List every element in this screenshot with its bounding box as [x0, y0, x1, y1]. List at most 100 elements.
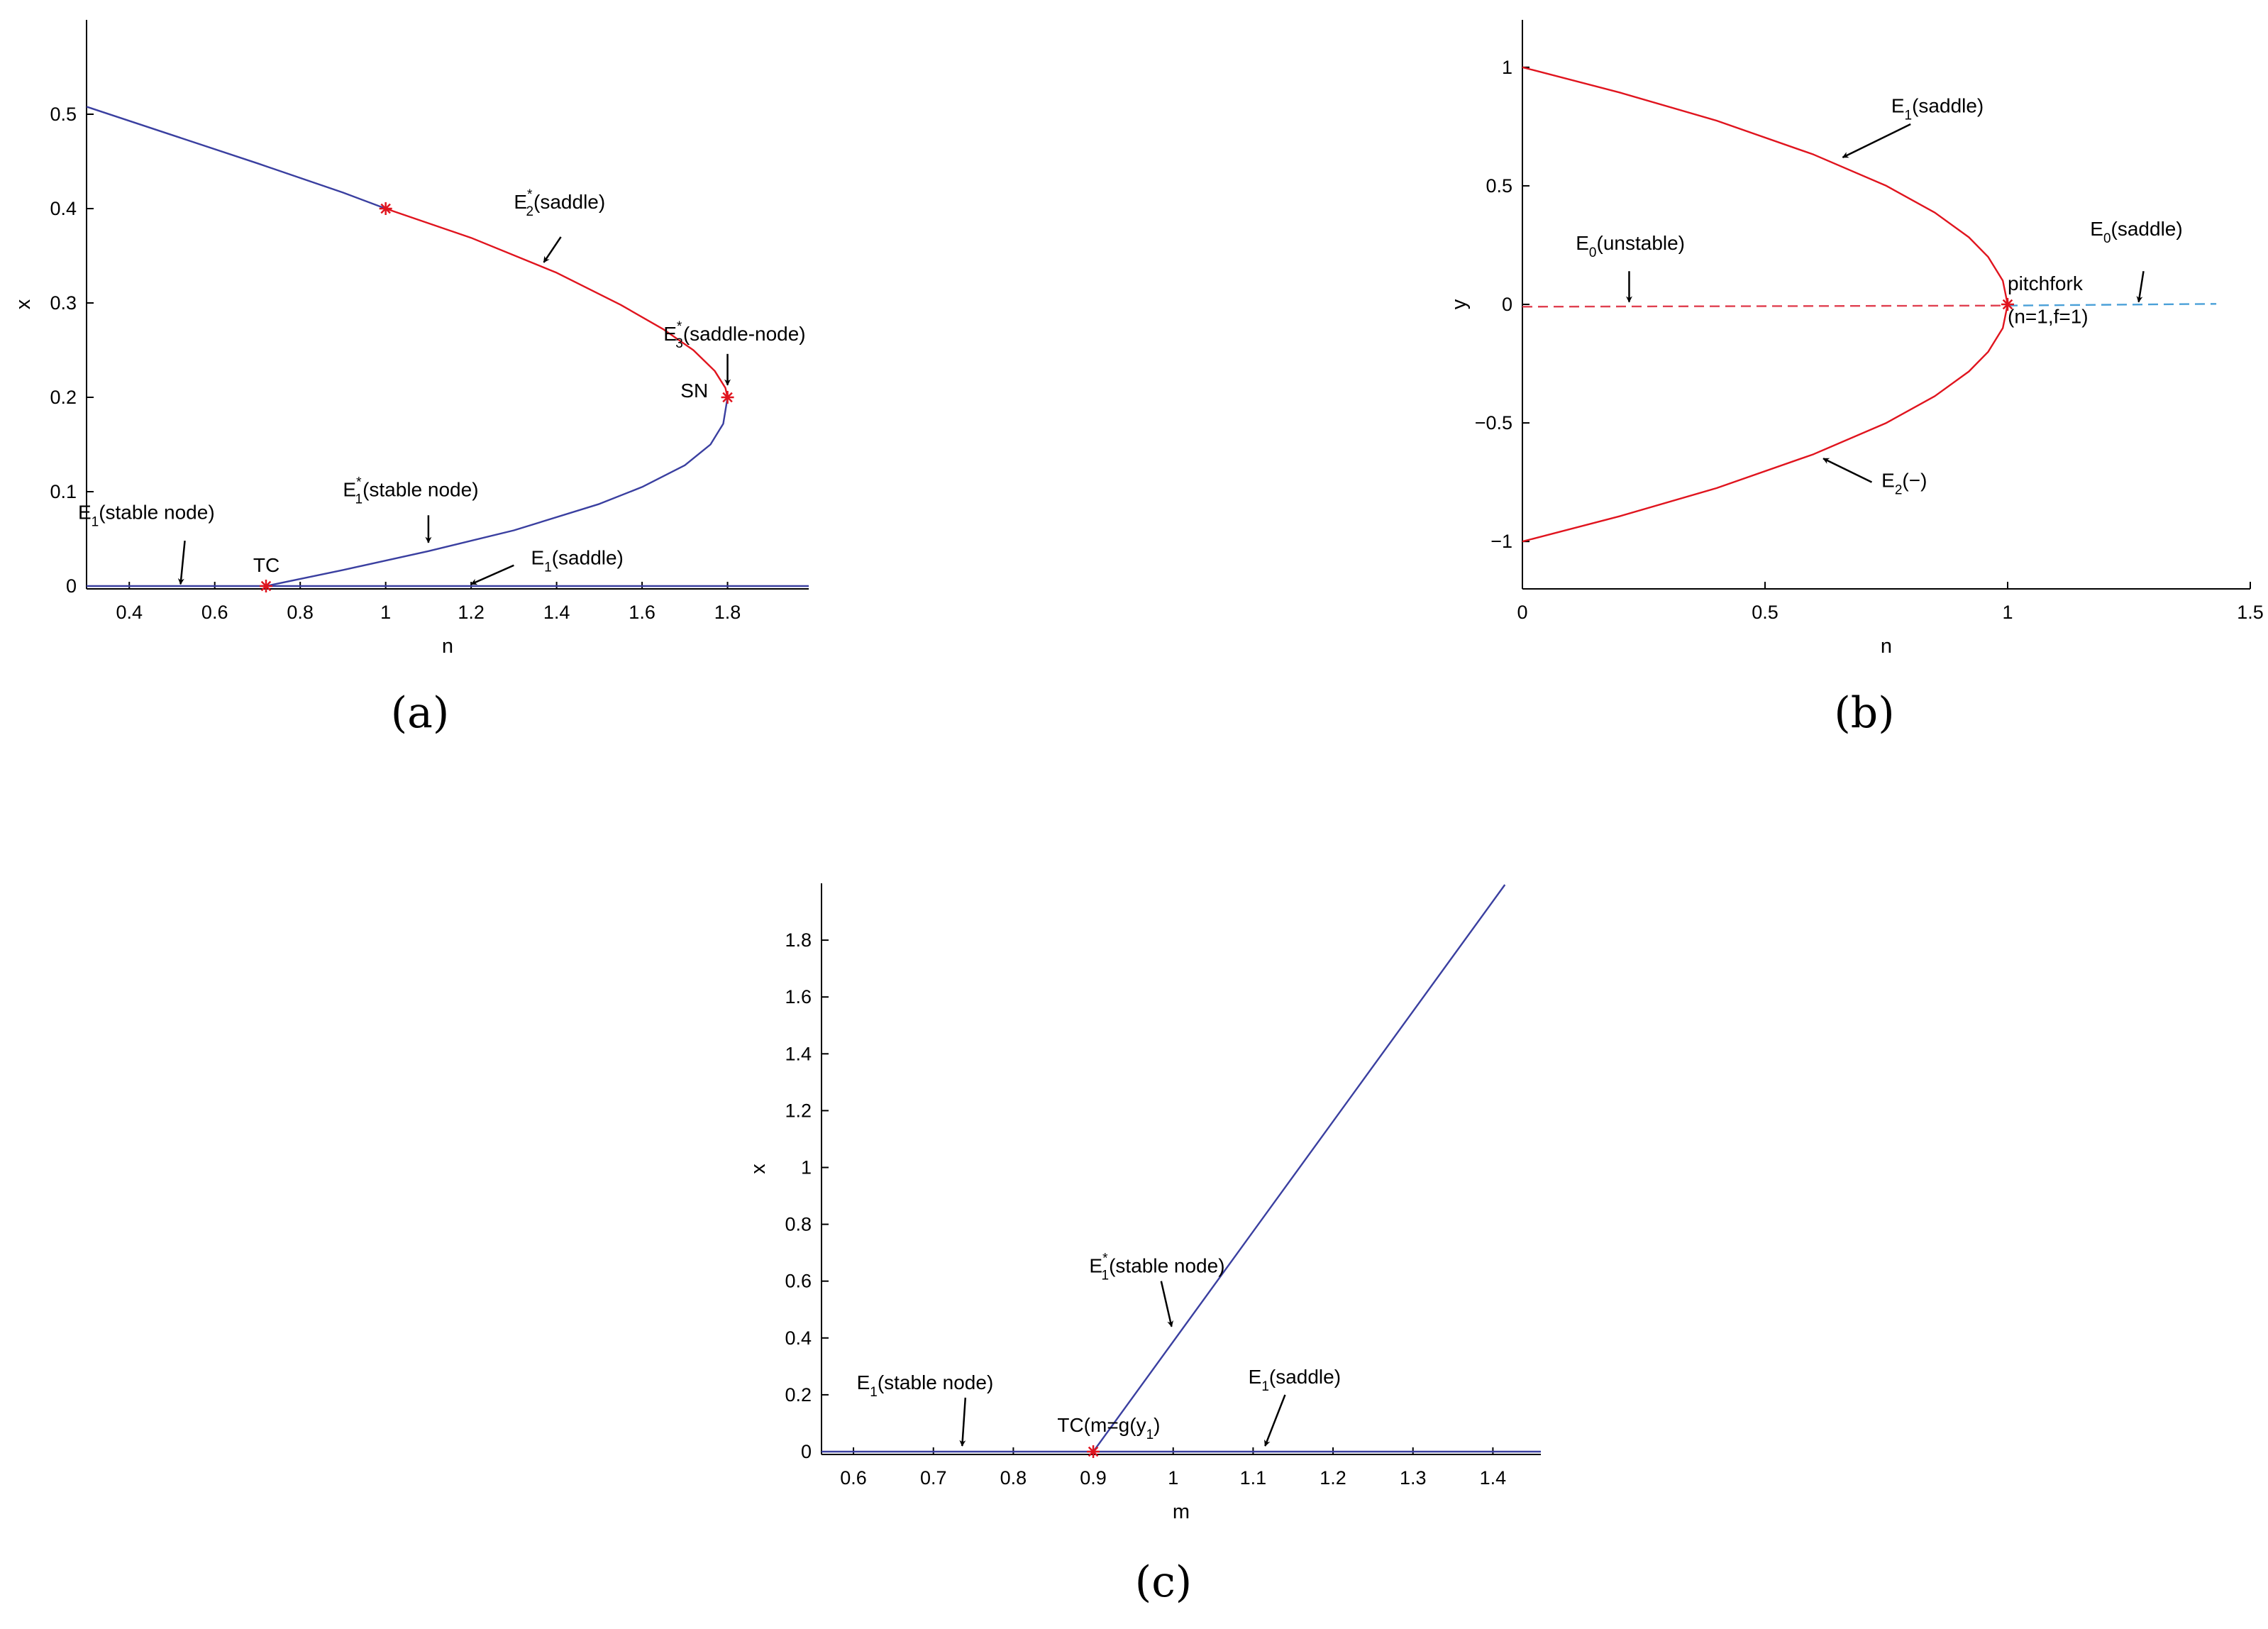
annotation-label: E1(stable node) — [78, 502, 215, 530]
annotation-arrow — [1842, 123, 1911, 158]
y-tick-label: 0.6 — [785, 1271, 812, 1292]
annotation-label: E0(saddle) — [2090, 218, 2182, 246]
annotation-label: E* 1(stable node) — [343, 475, 478, 507]
x-tick-label: 0.6 — [840, 1467, 867, 1489]
y-tick-label: 0.5 — [1486, 175, 1512, 197]
annotation-label: E* 3(saddle-node) — [663, 319, 805, 351]
annotation-main: pitchfork — [2008, 272, 2084, 294]
annotation-rest: (saddle) — [1912, 94, 1984, 116]
annotation-label: E0(unstable) — [1576, 232, 1685, 260]
x-tick-label: 0.6 — [201, 602, 228, 623]
x-tick-label: 1.6 — [629, 602, 655, 623]
y-tick-label: 1 — [1502, 57, 1512, 78]
annotation-label: (n=1,f=1) — [2008, 306, 2089, 328]
annotation-subscript: 1 — [1905, 108, 1913, 123]
annotation-arrow — [177, 541, 186, 585]
series-line — [86, 106, 387, 210]
annotation-main: SN — [680, 380, 708, 402]
x-tick-label: 0.8 — [1000, 1467, 1027, 1489]
y-tick-label: 0.3 — [50, 292, 77, 314]
annotation-label: E2(−) — [1881, 469, 1927, 497]
x-tick-label: 0.7 — [920, 1467, 947, 1489]
x-tick-label: 1.2 — [1320, 1467, 1346, 1489]
annotation-rest: (saddle) — [2111, 218, 2183, 240]
annotation-main: E — [514, 191, 527, 213]
annotation-subscript: 1 — [355, 492, 363, 507]
bifurcation-point-marker — [721, 391, 734, 404]
x-tick-label: 0.4 — [116, 602, 143, 623]
y-axis-label: x — [12, 299, 35, 309]
y-tick-label: 0.1 — [50, 481, 77, 502]
series-line — [1092, 884, 1506, 1452]
x-tick-label: 1.5 — [2237, 602, 2264, 623]
y-tick-label: 0.2 — [785, 1384, 812, 1406]
y-tick-label: 1.4 — [785, 1043, 812, 1064]
x-tick-label: 0.8 — [287, 602, 314, 623]
annotation-rest: (saddle) — [533, 191, 605, 213]
annotation-arrow — [1264, 1394, 1286, 1447]
y-tick-label: 0 — [1502, 294, 1512, 315]
annotation-main: E — [531, 546, 544, 568]
y-tick-label: 0 — [66, 575, 77, 597]
y-tick-label: 0.5 — [50, 104, 77, 125]
annotation-rest: ) — [1154, 1414, 1160, 1436]
annotation-rest: (unstable) — [1597, 232, 1686, 254]
annotation-subscript: 0 — [1589, 245, 1597, 260]
annotation-subscript: 1 — [1146, 1428, 1154, 1442]
y-axis-label: y — [1448, 299, 1471, 309]
annotation-label: E1(saddle) — [531, 546, 623, 575]
annotation-subscript: 1 — [870, 1385, 878, 1400]
annotation-label: SN — [680, 380, 708, 402]
annotation-main: E — [663, 323, 677, 345]
x-tick-label: 1.4 — [1480, 1467, 1507, 1489]
annotation-main: (n=1,f=1) — [2008, 306, 2089, 328]
x-tick-label: 1.1 — [1240, 1467, 1267, 1489]
annotation-main: E — [1089, 1255, 1102, 1277]
x-tick-label: 1 — [1168, 1467, 1178, 1489]
annotation-arrow — [470, 564, 514, 585]
annotation-subscript: 2 — [1895, 482, 1903, 497]
series-line — [385, 207, 729, 398]
y-axis-label: x — [747, 1164, 770, 1174]
annotation-main: E — [1881, 469, 1895, 491]
annotation-superscript: * — [1102, 1252, 1108, 1266]
x-tick-label: 0.9 — [1080, 1467, 1107, 1489]
series-line — [2007, 303, 2217, 307]
y-tick-label: 1.6 — [785, 986, 812, 1007]
annotation-label: E* 1(stable node) — [1089, 1252, 1224, 1283]
annotation-rest: (saddle) — [1269, 1366, 1341, 1388]
x-tick-label: 0.5 — [1752, 602, 1779, 623]
annotation-main: E — [1249, 1366, 1262, 1388]
bifurcation-point-marker — [2001, 298, 2014, 311]
y-tick-label: 0.4 — [785, 1327, 812, 1349]
y-tick-label: 1.8 — [785, 929, 812, 951]
annotation-arrow — [2136, 271, 2145, 303]
panel-caption: (c) — [1135, 1557, 1192, 1607]
y-tick-label: 0 — [801, 1441, 812, 1462]
annotation-label: E1(saddle) — [1249, 1366, 1341, 1394]
y-tick-label: −1 — [1490, 531, 1512, 552]
annotation-main: TC(m=g(y — [1057, 1414, 1146, 1436]
y-tick-label: −0.5 — [1475, 412, 1512, 434]
panel-caption: (b) — [1834, 688, 1894, 738]
annotation-label: E1(stable node) — [857, 1371, 994, 1400]
x-tick-label: 1.4 — [543, 602, 570, 623]
annotation-label: TC — [253, 554, 280, 576]
annotation-main: E — [857, 1371, 870, 1393]
annotation-label: pitchfork — [2008, 272, 2084, 294]
annotation-arrow — [543, 236, 562, 263]
annotation-rest: (−) — [1902, 469, 1927, 491]
annotation-rest: (stable node) — [99, 502, 214, 524]
annotation-label: E* 2(saddle) — [514, 187, 605, 219]
y-tick-label: 0.4 — [50, 198, 77, 219]
annotation-main: E — [343, 479, 356, 501]
annotation-rest: (stable node) — [363, 479, 478, 501]
annotation-subscript: 1 — [92, 515, 99, 530]
x-axis-label: n — [1881, 635, 1892, 658]
annotation-main: TC — [253, 554, 280, 576]
annotation-main: E — [1891, 94, 1905, 116]
bifurcation-point-marker — [259, 580, 272, 593]
bifurcation-point-marker — [379, 202, 392, 216]
x-axis-label: m — [1173, 1501, 1190, 1523]
